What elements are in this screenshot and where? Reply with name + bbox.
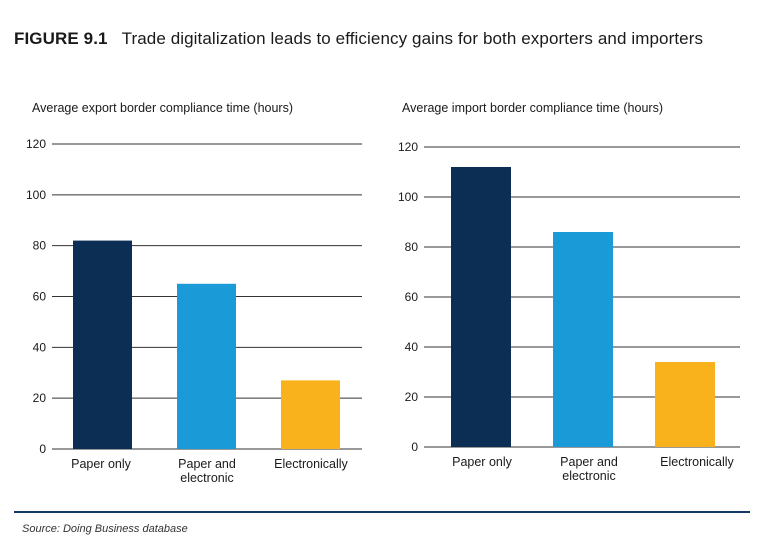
import-y-tick-label: 20 — [405, 390, 419, 404]
export-y-tick-label: 40 — [33, 340, 47, 354]
import-category-label: Paper only — [452, 455, 513, 469]
import-bar-1 — [451, 167, 511, 447]
import-chart-title: Average import border compliance time (h… — [402, 101, 663, 115]
footer-rule — [14, 511, 750, 513]
export-y-tick-label: 20 — [33, 391, 47, 405]
export-category-label: Paper only — [71, 457, 132, 471]
export-y-tick-label: 100 — [26, 188, 46, 202]
export-bar-3 — [281, 380, 340, 449]
import-category-label: Electronically — [660, 455, 734, 469]
export-bar-2 — [177, 283, 236, 449]
import-bar-2 — [553, 232, 613, 447]
import-y-tick-label: 40 — [405, 340, 419, 354]
export-y-tick-label: 80 — [33, 239, 47, 253]
import-y-tick-label: 60 — [405, 290, 419, 304]
figure-number: FIGURE 9.1 — [14, 29, 108, 48]
import-y-tick-label: 120 — [398, 140, 418, 154]
import-y-tick-label: 0 — [411, 440, 418, 454]
import-category-label: Paper and electronic — [560, 455, 618, 483]
source-note: Source: Doing Business database — [22, 523, 188, 535]
import-y-tick-label: 100 — [398, 190, 418, 204]
export-bar-1 — [73, 240, 132, 449]
export-y-tick-label: 60 — [33, 290, 47, 304]
import-y-tick-label: 80 — [405, 240, 419, 254]
export-y-tick-label: 120 — [26, 137, 46, 151]
export-y-tick-label: 0 — [39, 442, 46, 456]
import-bar-3 — [655, 362, 715, 447]
export-category-label: Electronically — [274, 457, 348, 471]
export-category-label: Paper and electronic — [178, 457, 236, 485]
export-chart-title: Average export border compliance time (h… — [32, 101, 294, 115]
figure-title: FIGURE 9.1 Trade digitalization leads to … — [14, 28, 754, 50]
figure-title-text: Trade digitalization leads to efficiency… — [121, 29, 704, 48]
